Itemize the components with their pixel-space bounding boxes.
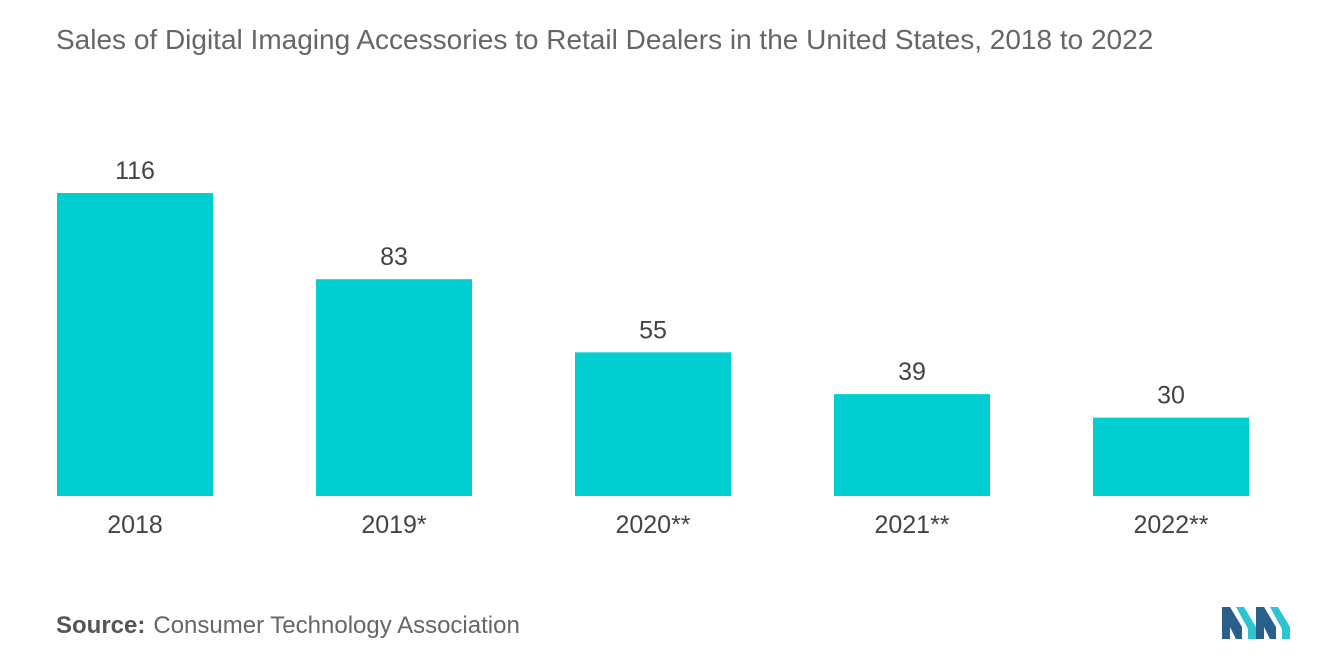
chart-title: Sales of Digital Imaging Accessories to … xyxy=(56,24,1154,55)
x-tick-label: 2018 xyxy=(107,511,163,539)
bar-2019 xyxy=(316,279,472,496)
source-text: Consumer Technology Association xyxy=(153,612,520,639)
x-tick-label: 2022** xyxy=(1133,511,1208,539)
data-label: 55 xyxy=(639,316,667,344)
x-tick-label: 2019* xyxy=(361,511,427,539)
source-note: Source: Consumer Technology Association xyxy=(56,612,520,640)
x-tick-label: 2020** xyxy=(615,511,690,539)
data-label: 116 xyxy=(115,157,155,185)
brand-logo-icon xyxy=(1222,607,1290,639)
bar-2022 xyxy=(1093,417,1249,496)
bar-2021 xyxy=(834,394,990,496)
source-label: Source: xyxy=(56,612,146,639)
bar-2018 xyxy=(57,193,213,496)
data-label: 30 xyxy=(1157,382,1185,410)
data-label: 83 xyxy=(380,243,408,271)
bar-2020 xyxy=(575,352,731,496)
x-tick-label: 2021** xyxy=(874,511,949,539)
data-label: 39 xyxy=(898,358,926,386)
bar-chart: 116 2018 83 2019* 55 2020** 39 2021** 30 2022** xyxy=(57,157,1249,539)
